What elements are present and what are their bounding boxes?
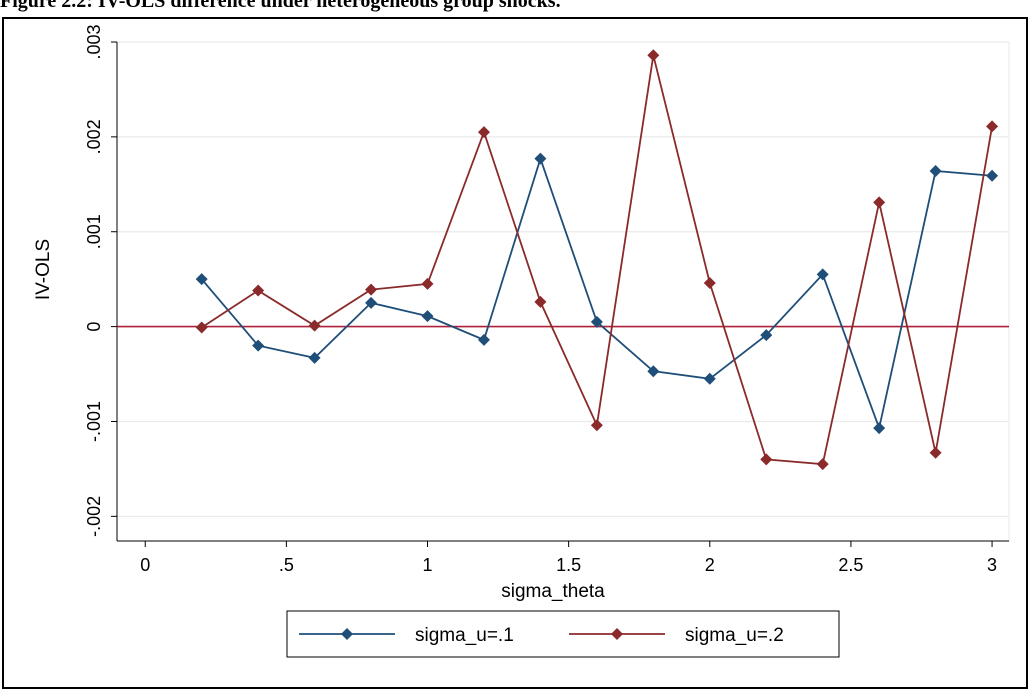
data-point-marker [873,422,886,435]
chart-frame: -.002 -.001 0 .001 .002 .003 0 .5 1 1.5 2 2.5 3 sigma… [2,17,1028,689]
data-point-marker [929,446,942,459]
data-point-marker [929,165,942,178]
data-point-marker [873,196,886,209]
data-point-marker [590,315,603,328]
y-tick-label: .002 [84,119,104,154]
x-tick-label: 3 [987,555,997,575]
x-tick-label: 2 [705,555,715,575]
legend-marker-swatch [611,628,623,640]
x-tick-label: 1 [422,555,432,575]
data-point-marker [760,329,773,342]
data-point-marker [195,321,208,334]
data-point-marker [421,310,434,323]
data-point-marker [703,372,716,385]
y-tick-label: 0 [84,322,104,332]
data-point-marker [252,339,265,352]
figure-caption: Figure 2.2: IV-OLS difference under hete… [0,0,561,12]
data-point-marker [760,453,773,466]
data-point-marker [195,273,208,286]
legend-item-1: sigma_u=.1 [299,625,514,646]
series-2 [195,49,999,471]
data-point-marker [308,319,321,332]
data-point-marker [365,296,378,309]
data-point-marker [590,419,603,432]
data-point-marker [308,351,321,364]
x-tick-label: 1.5 [556,555,581,575]
x-tick-label: 0 [140,555,150,575]
plot-area [116,41,1010,542]
y-tick-label: .003 [84,24,104,59]
y-tick-label: .001 [84,214,104,249]
y-tick-label: -.002 [84,496,104,537]
data-point-marker [816,268,829,281]
legend: sigma_u=.1 sigma_u=.2 [286,610,840,658]
y-tick-label: -.001 [84,401,104,442]
legend-label: sigma_u=.2 [685,625,784,646]
legend-item-2: sigma_u=.2 [569,625,784,646]
y-axis-title: IV-OLS [33,239,54,300]
legend-marker-swatch [341,628,353,640]
data-point-marker [534,295,547,308]
data-point-marker [816,458,829,471]
x-axis-title: sigma_theta [501,581,605,602]
data-point-marker [365,283,378,296]
line-chart: -.002 -.001 0 .001 .002 .003 0 .5 1 1.5 2 2.5 3 sigma… [33,24,1010,658]
legend-label: sigma_u=.1 [415,625,514,646]
data-point-marker [647,365,660,378]
data-point-marker [647,49,660,62]
data-point-marker [534,152,547,165]
x-tick-label: 2.5 [838,555,863,575]
x-tick-label: .5 [279,555,294,575]
data-point-marker [703,276,716,289]
series-1 [195,152,999,435]
data-point-marker [986,169,999,182]
data-point-marker [477,333,490,346]
data-point-marker [421,277,434,290]
data-point-marker [252,284,265,297]
data-point-marker [986,120,999,133]
